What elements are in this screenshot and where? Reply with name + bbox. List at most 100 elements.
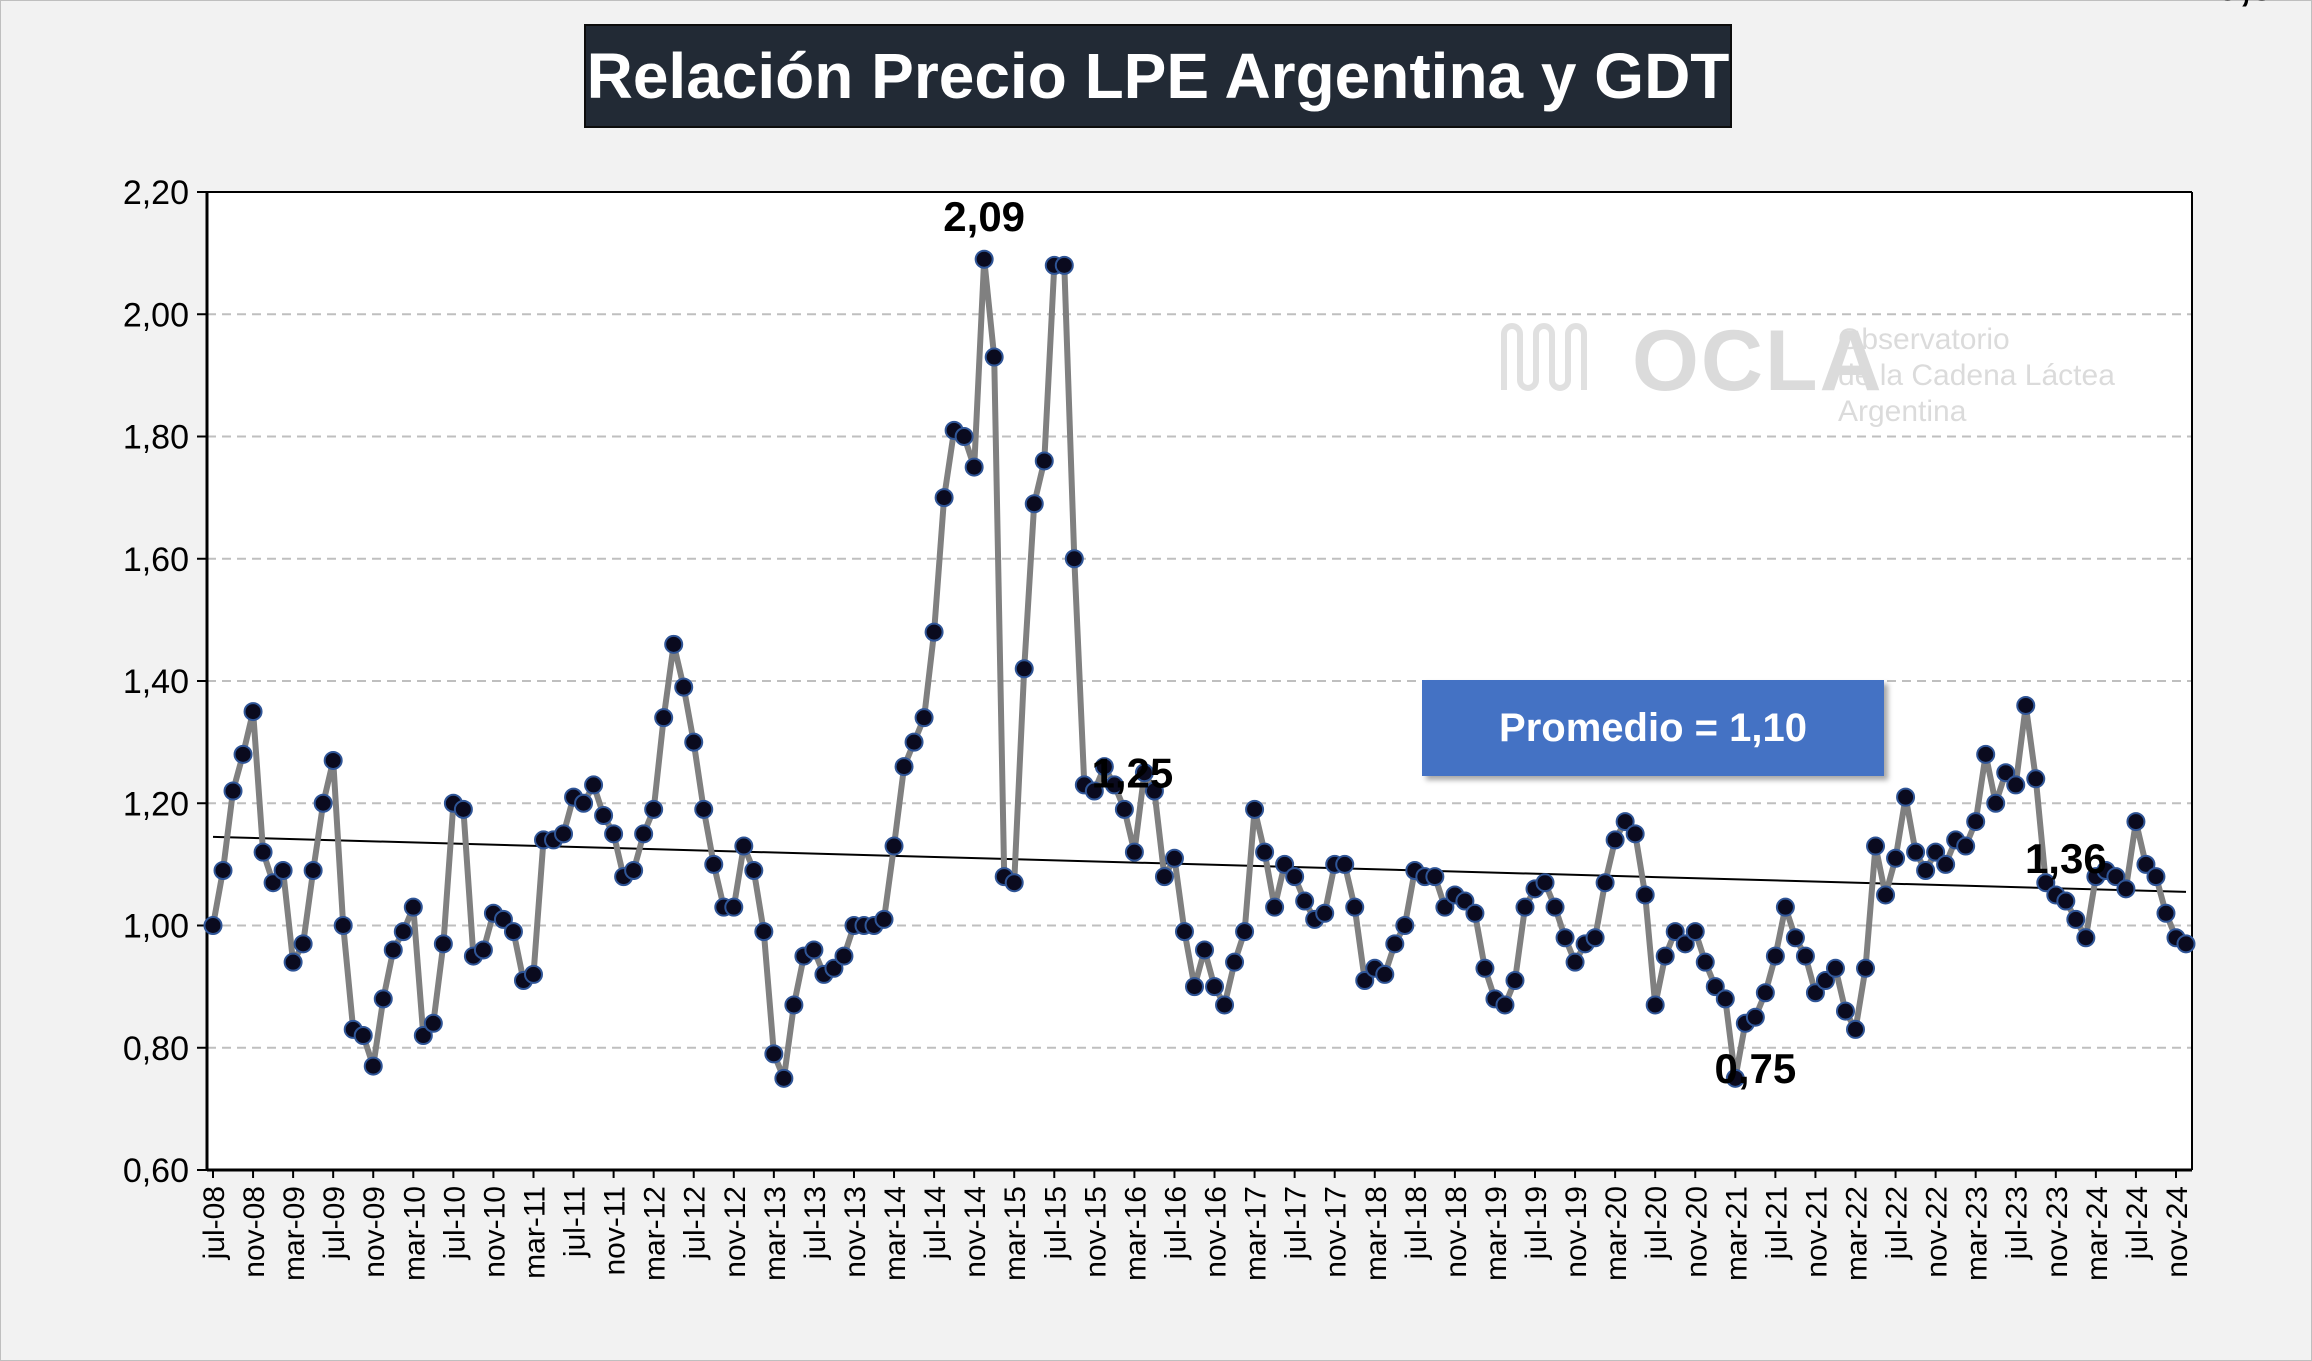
data-point (1435, 897, 1455, 917)
data-point (273, 860, 293, 880)
data-point (554, 824, 574, 844)
data-point (964, 457, 984, 477)
data-label: 0,75 (1714, 1045, 1796, 1092)
data-point (1585, 928, 1605, 948)
data-point (1765, 946, 1785, 966)
x-tick-label: nov-12 (719, 1186, 752, 1278)
data-point (1505, 971, 1525, 991)
data-point (1896, 787, 1916, 807)
data-point (1815, 971, 1835, 991)
x-tick-label: jul-19 (1520, 1186, 1553, 1260)
data-point (1795, 946, 1815, 966)
x-tick-label: mar-10 (398, 1186, 431, 1281)
data-point (243, 702, 263, 722)
data-point (523, 964, 543, 984)
x-tick-label: nov-22 (1921, 1186, 1954, 1278)
data-point (1144, 781, 1164, 801)
data-point (1024, 494, 1044, 514)
x-tick-label: jul-17 (1280, 1186, 1313, 1260)
y-tick-label: 2,20 (123, 174, 189, 212)
data-point (1916, 860, 1936, 880)
data-point (1835, 1001, 1855, 1021)
data-point (744, 860, 764, 880)
data-point (1605, 830, 1625, 850)
x-tick-label: jul-14 (919, 1186, 952, 1260)
data-point (1395, 916, 1415, 935)
data-point (2026, 769, 2046, 789)
x-tick-label: nov-21 (1800, 1186, 1833, 1278)
data-point (253, 842, 273, 862)
y-tick-label: 1,80 (123, 419, 189, 457)
data-point (1715, 989, 1735, 1009)
data-point (1906, 842, 1926, 862)
average-box: Promedio = 1,10 (1422, 680, 1884, 776)
data-point (1976, 744, 1996, 764)
x-tick-label: jul-11 (559, 1186, 592, 1258)
x-tick-label: mar-09 (278, 1186, 311, 1281)
data-point (1285, 867, 1305, 887)
data-point (283, 952, 303, 972)
data-point (1275, 854, 1295, 874)
data-point (1755, 983, 1775, 1003)
data-point (263, 873, 283, 893)
x-tick-label: nov-17 (1320, 1186, 1353, 1278)
data-point (954, 427, 974, 446)
data-point (674, 677, 694, 697)
y-tick-label: 0,60 (123, 1152, 189, 1190)
data-point (1425, 867, 1445, 887)
data-point (774, 1068, 794, 1088)
x-tick-label: nov-16 (1200, 1186, 1233, 1278)
data-point (1054, 255, 1074, 275)
data-point (433, 934, 453, 954)
data-point (1104, 775, 1124, 795)
data-point (734, 836, 754, 856)
data-point (874, 909, 894, 929)
data-label: 0,97 (2216, 0, 2298, 9)
data-point (1235, 922, 1255, 942)
data-point (223, 781, 243, 801)
data-point (1215, 995, 1235, 1015)
data-point (2006, 775, 2026, 795)
watermark-line-2: de la Cadena Láctea (1838, 359, 2115, 392)
data-point (924, 622, 944, 642)
data-point (1114, 799, 1134, 819)
x-tick-label: nov-15 (1079, 1186, 1112, 1278)
x-tick-label: jul-20 (1640, 1186, 1673, 1260)
data-point (1225, 952, 1245, 972)
data-point (233, 744, 253, 764)
data-point (1886, 848, 1906, 868)
data-point (1695, 952, 1715, 972)
data-point (1164, 848, 1184, 868)
y-tick-label: 1,00 (123, 908, 189, 946)
x-tick-label: mar-19 (1480, 1186, 1513, 1281)
data-point (1355, 971, 1375, 991)
data-point (2116, 879, 2136, 899)
data-point (333, 916, 353, 935)
data-point (293, 934, 313, 954)
ocla-watermark: OCLA Observatorio de la Cadena Láctea Ar… (1500, 318, 2120, 438)
x-tick-label: mar-13 (759, 1186, 792, 1281)
data-point (2036, 873, 2056, 893)
data-point (2146, 867, 2166, 887)
data-point (453, 799, 473, 819)
data-point (1745, 1007, 1765, 1027)
y-tick-label: 1,60 (123, 541, 189, 579)
x-axis-ticks: jul-08 nov-08 mar-09 jul-09 nov-09 mar-10 jul-… (198, 1186, 2194, 1281)
x-tick-label: jul-16 (1159, 1186, 1192, 1260)
data-point (1926, 842, 1946, 862)
data-point (493, 909, 513, 929)
x-tick-label: jul-15 (1039, 1186, 1072, 1260)
data-point (934, 488, 954, 508)
x-tick-label: nov-24 (2161, 1186, 2194, 1278)
watermark-line-1: Observatorio (1838, 323, 2010, 356)
data-point (1615, 812, 1635, 832)
data-point (1785, 928, 1805, 948)
x-tick-label: nov-18 (1440, 1186, 1473, 1278)
data-point (1645, 995, 1665, 1015)
data-point (1936, 854, 1956, 874)
data-point (594, 805, 614, 825)
data-point (764, 1044, 784, 1064)
data-point (1825, 958, 1845, 978)
data-point (1876, 885, 1896, 905)
data-point (584, 775, 604, 795)
